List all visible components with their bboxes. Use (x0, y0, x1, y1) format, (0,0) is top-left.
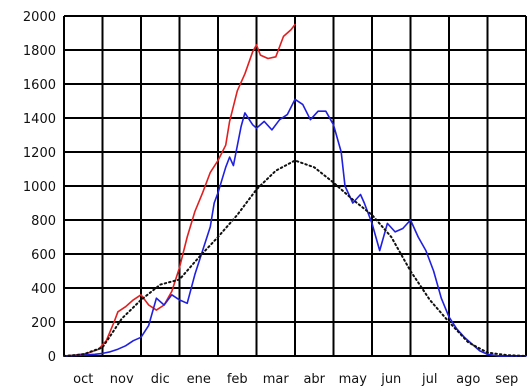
y-tick-label: 1800 (23, 44, 56, 59)
x-tick-label: may (339, 372, 368, 387)
x-tick-label: sep (495, 372, 518, 387)
y-tick-label: 200 (31, 316, 56, 331)
x-axis-ticks: oct nov dic ene feb mar abr may jun jul ago sep (73, 372, 518, 387)
y-axis-ticks: 0 200 400 600 800 1000 1200 1400 1600 1800 2000 (23, 10, 56, 365)
y-tick-label: 2000 (23, 10, 56, 25)
y-tick-label: 600 (31, 248, 56, 263)
series-line-3 (63, 159, 527, 357)
x-tick-label: abr (303, 372, 325, 387)
y-tick-label: 1400 (23, 112, 56, 127)
x-tick-label: mar (263, 372, 290, 387)
y-tick-label: 1200 (23, 146, 56, 161)
series-line-2 (63, 98, 527, 357)
x-tick-label: dic (151, 372, 170, 387)
y-tick-label: 1600 (23, 78, 56, 93)
x-tick-label: ago (456, 372, 480, 387)
x-tick-label: feb (227, 372, 248, 387)
x-tick-label: oct (73, 372, 93, 387)
chart-series (63, 23, 527, 357)
y-tick-label: 400 (31, 282, 56, 297)
y-tick-label: 800 (31, 214, 56, 229)
x-tick-label: jun (380, 372, 401, 387)
x-tick-label: nov (110, 372, 134, 387)
y-tick-label: 0 (48, 350, 56, 365)
y-tick-label: 1000 (23, 180, 56, 195)
x-tick-label: jul (421, 372, 437, 387)
chart-grid (63, 15, 527, 357)
x-tick-label: ene (187, 372, 211, 387)
series-line-1 (63, 23, 296, 357)
